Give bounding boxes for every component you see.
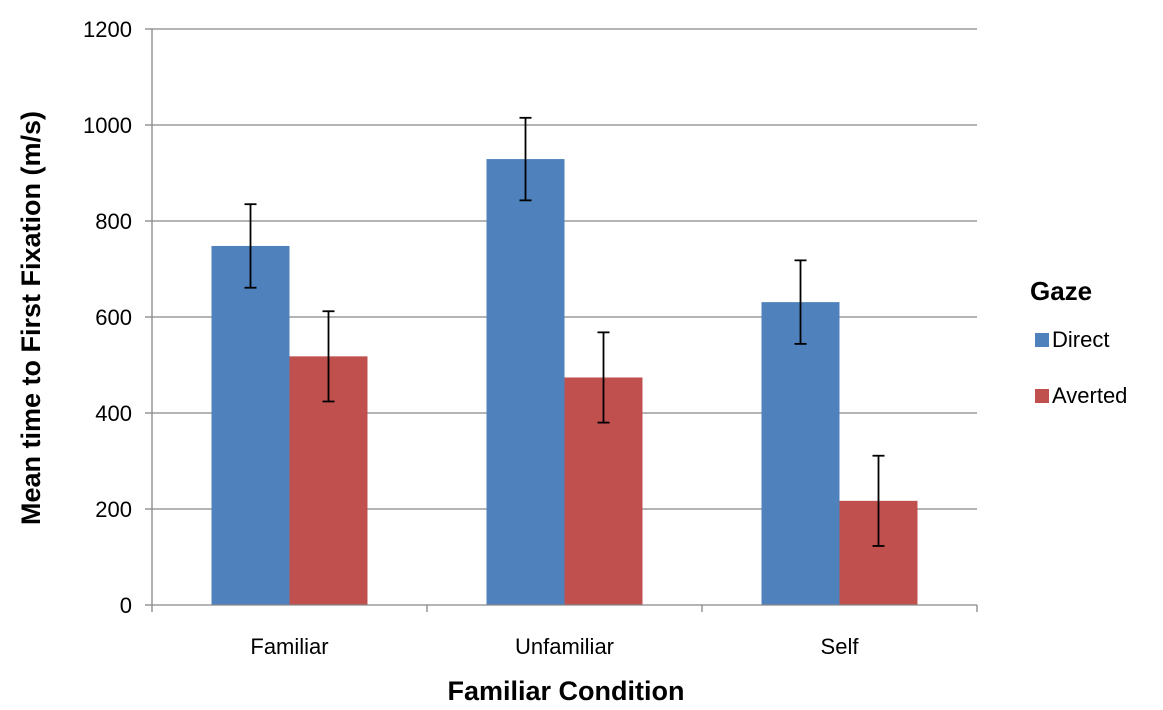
error-bar: [872, 454, 885, 547]
bar-direct-unfamiliar: [486, 159, 565, 605]
y-tick-label: 1000: [83, 113, 132, 138]
error-bar: [597, 331, 610, 424]
x-tick-label: Familiar: [250, 634, 328, 659]
legend-label-averted: Averted: [1052, 383, 1127, 408]
y-tick-label: 800: [95, 209, 132, 234]
bar-direct-familiar: [211, 245, 290, 605]
legend-label-direct: Direct: [1052, 327, 1109, 352]
legend-title: Gaze: [1030, 276, 1092, 306]
x-tick-label: Self: [821, 634, 860, 659]
y-tick-label: 400: [95, 401, 132, 426]
x-axis-title: Familiar Condition: [447, 676, 684, 706]
axes: [145, 28, 978, 612]
legend: Gaze Direct Averted: [1030, 276, 1127, 408]
error-bar: [794, 259, 807, 345]
x-tick-label: Unfamiliar: [515, 634, 614, 659]
legend-swatch-averted: [1035, 389, 1049, 403]
legend-swatch-direct: [1035, 333, 1049, 347]
y-tick-label: 600: [95, 305, 132, 330]
y-axis-title: Mean time to First Fixation (m/s): [16, 111, 46, 525]
error-bar: [519, 116, 532, 202]
y-tick-label: 200: [95, 497, 132, 522]
tick-labels: 0 200 400 600 800 1000 1200 Familiar Unfamiliar S…: [83, 17, 859, 659]
bars: [211, 159, 918, 605]
y-tick-label: 1200: [83, 17, 132, 42]
y-tick-label: 0: [120, 593, 132, 618]
error-bar: [244, 203, 257, 289]
error-bars: [244, 116, 885, 547]
error-bar: [322, 310, 335, 403]
bar-direct-self: [761, 302, 840, 605]
